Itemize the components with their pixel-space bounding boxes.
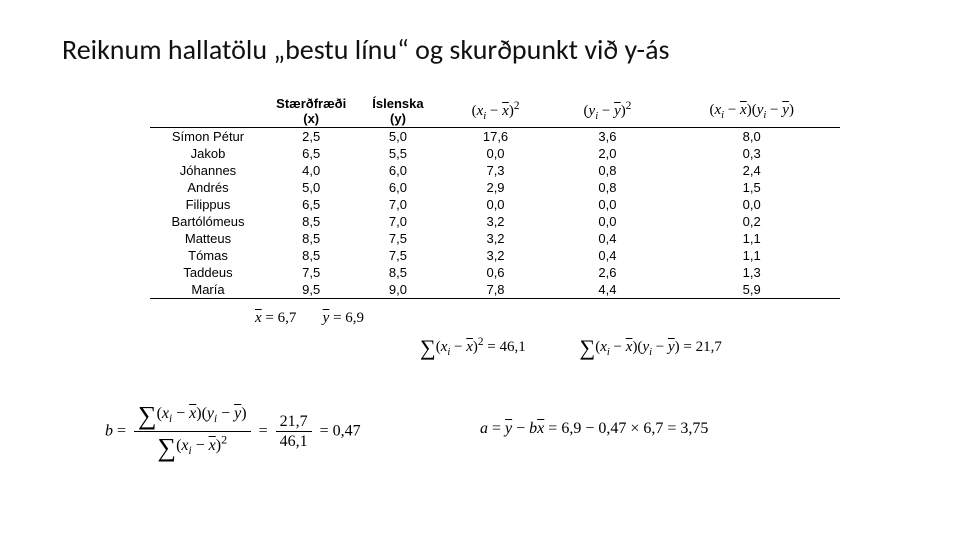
cell-x: 4,0	[266, 162, 356, 179]
cell-y: 7,5	[356, 230, 439, 247]
cell-name: Bartólómeus	[150, 213, 266, 230]
cell-x: 8,5	[266, 247, 356, 264]
data-table: Stærðfræði(x) Íslenska(y) (xi − x)2 (yi …	[150, 95, 840, 299]
cell-y: 7,0	[356, 196, 439, 213]
cell-dx2: 7,3	[440, 162, 552, 179]
cell-x: 5,0	[266, 179, 356, 196]
cell-x: 7,5	[266, 264, 356, 281]
cell-dxdy: 2,4	[663, 162, 840, 179]
table-row: Bartólómeus8,57,03,20,00,2	[150, 213, 840, 230]
cell-y: 5,5	[356, 145, 439, 162]
col-dxdy: (xi − x)(yi − y)	[663, 95, 840, 128]
cell-y: 5,0	[356, 128, 439, 146]
cell-name: Filippus	[150, 196, 266, 213]
cell-dy2: 3,6	[551, 128, 663, 146]
table-row: Matteus8,57,53,20,41,1	[150, 230, 840, 247]
table-row: Filippus6,57,00,00,00,0	[150, 196, 840, 213]
cell-dy2: 0,0	[551, 213, 663, 230]
col-x: Stærðfræði(x)	[266, 95, 356, 128]
cell-dxdy: 0,2	[663, 213, 840, 230]
cell-dy2: 0,0	[551, 196, 663, 213]
cell-name: Tómas	[150, 247, 266, 264]
cell-dxdy: 0,0	[663, 196, 840, 213]
cell-y: 9,0	[356, 281, 439, 299]
cell-dxdy: 1,1	[663, 230, 840, 247]
cell-dx2: 0,0	[440, 145, 552, 162]
cell-dx2: 2,9	[440, 179, 552, 196]
cell-dxdy: 1,1	[663, 247, 840, 264]
page-title: Reiknum hallatölu „bestu línu“ og skurðp…	[62, 32, 669, 67]
cell-dxdy: 0,3	[663, 145, 840, 162]
sums-row: ∑(xi − x)2 = 46,1 ∑(xi − x)(yi − y) = 21…	[420, 335, 772, 361]
table-row: Jóhannes4,06,07,30,82,4	[150, 162, 840, 179]
cell-x: 9,5	[266, 281, 356, 299]
cell-y: 6,0	[356, 162, 439, 179]
cell-dxdy: 1,3	[663, 264, 840, 281]
cell-name: Jóhannes	[150, 162, 266, 179]
cell-dy2: 4,4	[551, 281, 663, 299]
table-row: María9,59,07,84,45,9	[150, 281, 840, 299]
cell-name: María	[150, 281, 266, 299]
cell-dy2: 0,8	[551, 179, 663, 196]
cell-dx2: 3,2	[440, 230, 552, 247]
calc-a: a = y − bx = 6,9 − 0,47 × 6,7 = 3,75	[480, 420, 708, 438]
cell-dy2: 0,8	[551, 162, 663, 179]
col-dx2: (xi − x)2	[440, 95, 552, 128]
table-row: Jakob6,55,50,02,00,3	[150, 145, 840, 162]
col-dy2: (yi − y)2	[551, 95, 663, 128]
table-row: Andrés5,06,02,90,81,5	[150, 179, 840, 196]
cell-x: 8,5	[266, 213, 356, 230]
cell-name: Andrés	[150, 179, 266, 196]
means-row: x = 6,7 y = 6,9	[255, 310, 364, 327]
cell-y: 8,5	[356, 264, 439, 281]
cell-x: 8,5	[266, 230, 356, 247]
cell-name: Símon Pétur	[150, 128, 266, 146]
cell-x: 2,5	[266, 128, 356, 146]
cell-dy2: 2,0	[551, 145, 663, 162]
calc-b: b = ∑(xi − x)(yi − y) ∑(xi − x)2 = 21,7 …	[105, 400, 361, 463]
cell-dy2: 2,6	[551, 264, 663, 281]
cell-y: 7,5	[356, 247, 439, 264]
col-name	[150, 95, 266, 128]
cell-y: 7,0	[356, 213, 439, 230]
cell-dxdy: 8,0	[663, 128, 840, 146]
cell-name: Matteus	[150, 230, 266, 247]
table-row: Tómas8,57,53,20,41,1	[150, 247, 840, 264]
cell-x: 6,5	[266, 196, 356, 213]
cell-dxdy: 5,9	[663, 281, 840, 299]
cell-dy2: 0,4	[551, 247, 663, 264]
table-row: Símon Pétur2,55,017,63,68,0	[150, 128, 840, 146]
cell-dy2: 0,4	[551, 230, 663, 247]
cell-name: Jakob	[150, 145, 266, 162]
cell-dx2: 0,0	[440, 196, 552, 213]
cell-x: 6,5	[266, 145, 356, 162]
col-y: Íslenska(y)	[356, 95, 439, 128]
cell-dx2: 7,8	[440, 281, 552, 299]
cell-y: 6,0	[356, 179, 439, 196]
cell-dx2: 3,2	[440, 247, 552, 264]
cell-dxdy: 1,5	[663, 179, 840, 196]
cell-name: Taddeus	[150, 264, 266, 281]
cell-dx2: 17,6	[440, 128, 552, 146]
cell-dx2: 3,2	[440, 213, 552, 230]
table-row: Taddeus7,58,50,62,61,3	[150, 264, 840, 281]
cell-dx2: 0,6	[440, 264, 552, 281]
